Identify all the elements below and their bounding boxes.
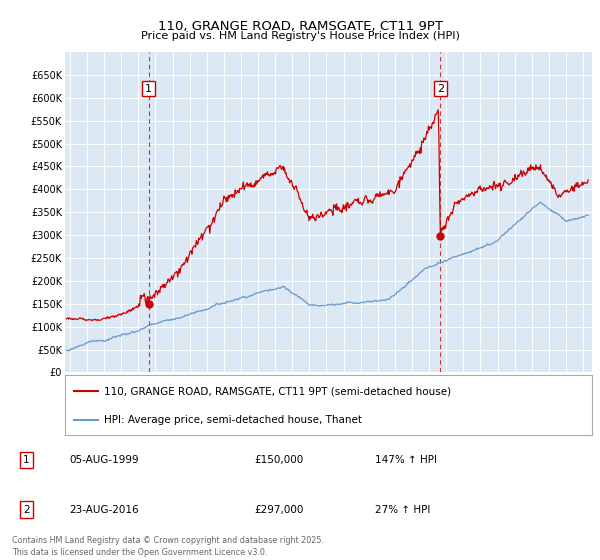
Text: 110, GRANGE ROAD, RAMSGATE, CT11 9PT: 110, GRANGE ROAD, RAMSGATE, CT11 9PT [157, 20, 443, 32]
Text: 2: 2 [23, 505, 30, 515]
Text: 110, GRANGE ROAD, RAMSGATE, CT11 9PT (semi-detached house): 110, GRANGE ROAD, RAMSGATE, CT11 9PT (se… [104, 386, 451, 396]
Text: 23-AUG-2016: 23-AUG-2016 [70, 505, 139, 515]
Text: HPI: Average price, semi-detached house, Thanet: HPI: Average price, semi-detached house,… [104, 415, 362, 425]
Text: 2: 2 [437, 83, 444, 94]
Text: 05-AUG-1999: 05-AUG-1999 [70, 455, 139, 465]
Text: 147% ↑ HPI: 147% ↑ HPI [375, 455, 437, 465]
Text: Price paid vs. HM Land Registry's House Price Index (HPI): Price paid vs. HM Land Registry's House … [140, 31, 460, 41]
Text: 1: 1 [145, 83, 152, 94]
Text: 1: 1 [23, 455, 30, 465]
Text: Contains HM Land Registry data © Crown copyright and database right 2025.
This d: Contains HM Land Registry data © Crown c… [12, 536, 324, 557]
Text: £297,000: £297,000 [254, 505, 303, 515]
Text: 27% ↑ HPI: 27% ↑ HPI [375, 505, 430, 515]
Text: £150,000: £150,000 [254, 455, 303, 465]
